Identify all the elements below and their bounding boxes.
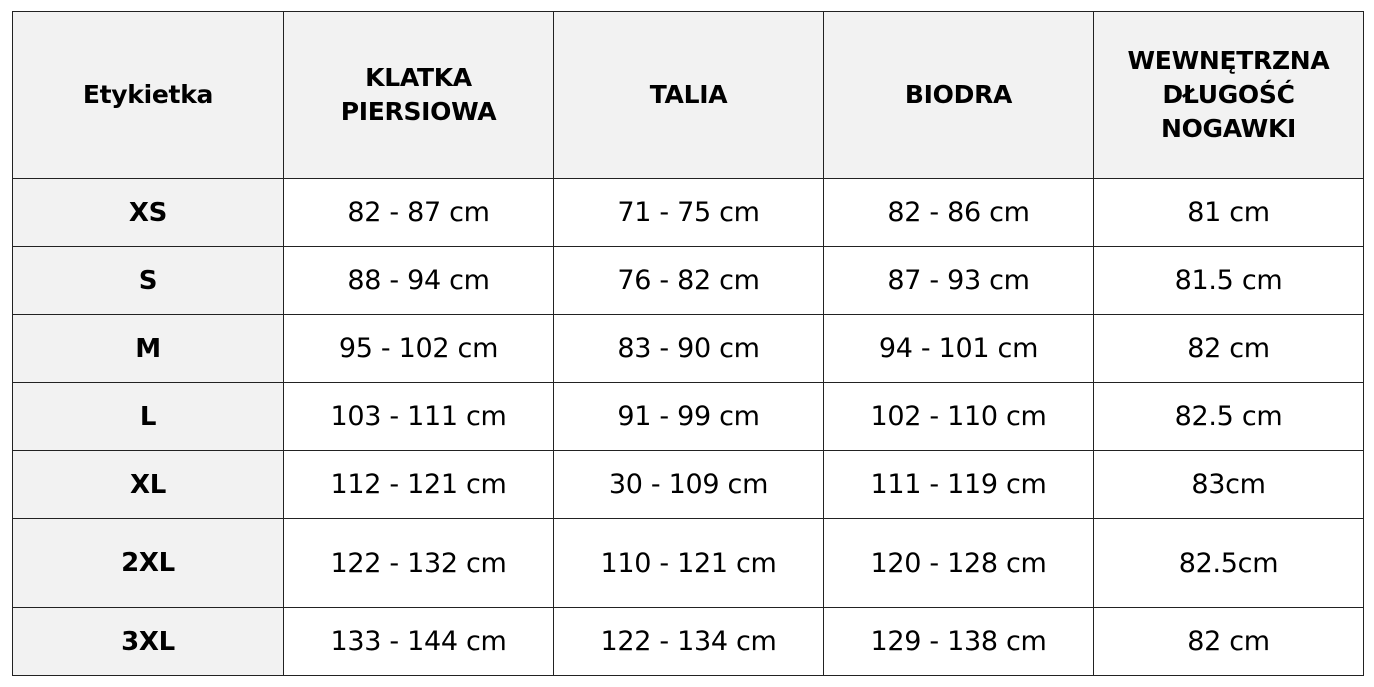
waist-cell: 83 - 90 cm	[553, 314, 824, 383]
hips-cell: 94 - 101 cm	[823, 314, 1094, 383]
table-row: XL 112 - 121 cm 30 - 109 cm 111 - 119 cm…	[12, 450, 1364, 519]
chest-cell: 95 - 102 cm	[283, 314, 554, 383]
waist-cell: 30 - 109 cm	[553, 450, 824, 519]
table-row: M 95 - 102 cm 83 - 90 cm 94 - 101 cm 82 …	[12, 314, 1364, 383]
waist-cell: 122 - 134 cm	[553, 607, 824, 676]
size-label-cell: XS	[12, 178, 284, 247]
waist-cell: 71 - 75 cm	[553, 178, 824, 247]
chest-cell: 122 - 132 cm	[283, 518, 554, 608]
header-chest: KLATKA PIERSIOWA	[283, 11, 554, 179]
hips-cell: 82 - 86 cm	[823, 178, 1094, 247]
hips-cell: 120 - 128 cm	[823, 518, 1094, 608]
header-label: Etykietka	[12, 11, 284, 179]
inseam-cell: 82 cm	[1093, 314, 1364, 383]
size-label-cell: XL	[12, 450, 284, 519]
header-waist: TALIA	[553, 11, 824, 179]
table-row: XS 82 - 87 cm 71 - 75 cm 82 - 86 cm 81 c…	[12, 178, 1364, 247]
table-row: S 88 - 94 cm 76 - 82 cm 87 - 93 cm 81.5 …	[12, 246, 1364, 315]
size-label-cell: M	[12, 314, 284, 383]
header-hips: BIODRA	[823, 11, 1094, 179]
inseam-cell: 82.5 cm	[1093, 382, 1364, 451]
table-row: 2XL 122 - 132 cm 110 - 121 cm 120 - 128 …	[12, 518, 1364, 608]
chest-cell: 82 - 87 cm	[283, 178, 554, 247]
inseam-cell: 81.5 cm	[1093, 246, 1364, 315]
size-label-cell: L	[12, 382, 284, 451]
inseam-cell: 82.5cm	[1093, 518, 1364, 608]
inseam-cell: 82 cm	[1093, 607, 1364, 676]
hips-cell: 129 - 138 cm	[823, 607, 1094, 676]
table-row: L 103 - 111 cm 91 - 99 cm 102 - 110 cm 8…	[12, 382, 1364, 451]
inseam-cell: 81 cm	[1093, 178, 1364, 247]
hips-cell: 102 - 110 cm	[823, 382, 1094, 451]
waist-cell: 91 - 99 cm	[553, 382, 824, 451]
chest-cell: 103 - 111 cm	[283, 382, 554, 451]
size-label-cell: 2XL	[12, 518, 284, 608]
table-row: 3XL 133 - 144 cm 122 - 134 cm 129 - 138 …	[12, 607, 1364, 676]
size-chart-table: Etykietka KLATKA PIERSIOWA TALIA BIODRA …	[12, 11, 1364, 676]
hips-cell: 87 - 93 cm	[823, 246, 1094, 315]
header-row: Etykietka KLATKA PIERSIOWA TALIA BIODRA …	[12, 11, 1364, 179]
header-inseam: WEWNĘTRZNA DŁUGOŚĆ NOGAWKI	[1093, 11, 1364, 179]
chest-cell: 112 - 121 cm	[283, 450, 554, 519]
chest-cell: 133 - 144 cm	[283, 607, 554, 676]
size-label-cell: 3XL	[12, 607, 284, 676]
chest-cell: 88 - 94 cm	[283, 246, 554, 315]
waist-cell: 76 - 82 cm	[553, 246, 824, 315]
inseam-cell: 83cm	[1093, 450, 1364, 519]
size-label-cell: S	[12, 246, 284, 315]
waist-cell: 110 - 121 cm	[553, 518, 824, 608]
hips-cell: 111 - 119 cm	[823, 450, 1094, 519]
